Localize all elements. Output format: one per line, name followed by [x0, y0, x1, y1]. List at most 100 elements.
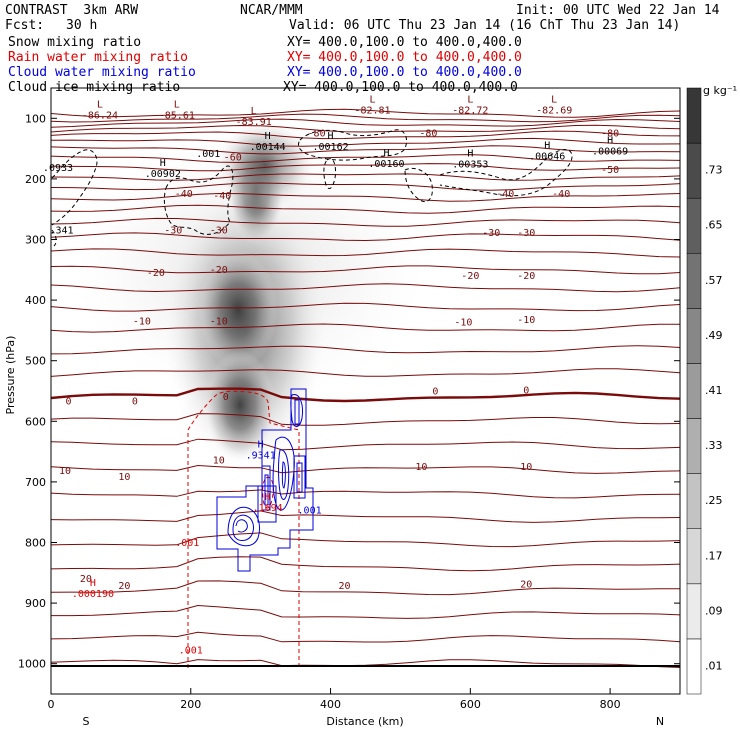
colorbar-swatch — [686, 87, 702, 144]
isotherm-line — [51, 137, 680, 147]
isotherm-label: 10 — [118, 472, 130, 483]
colorbar-swatch — [686, 638, 702, 695]
high-label: .9341 — [246, 450, 276, 461]
colorbar-swatch — [686, 197, 702, 254]
axes: 0 200 400 600 800100200300400500600700800900… — [18, 112, 680, 711]
y-tick-label: 600 — [25, 415, 46, 428]
isotherm-label: 0 — [223, 392, 229, 403]
fcst-label: Fcst: — [5, 18, 45, 33]
high-label: .1694 — [253, 503, 283, 514]
y-axis-title: Pressure (hPa) — [4, 336, 17, 415]
isotherm-label: -50 — [601, 165, 619, 176]
y-tick-label: 500 — [25, 355, 46, 368]
colorbar-label: .33 — [705, 439, 723, 452]
y-tick-label: 900 — [25, 597, 46, 610]
isotherm-label: -80 — [308, 128, 326, 139]
low-label: -85.61 — [159, 110, 195, 121]
x-tick-label: 0 — [48, 698, 55, 711]
valid-time: Valid: 06 UTC Thu 23 Jan 14 (16 ChT Thu … — [289, 18, 681, 33]
high-label-marker: H — [328, 131, 334, 142]
high-label: .000190 — [72, 589, 114, 600]
high-label: .00162 — [312, 142, 348, 153]
isotherm-label: -20 — [147, 268, 165, 279]
isotherm-label: -40 — [213, 191, 231, 202]
colorbar-label: .17 — [705, 549, 723, 562]
isotherm-label: -10 — [517, 315, 535, 326]
isotherm-line — [51, 217, 680, 227]
isotherm-line — [51, 118, 680, 128]
isotherm-line — [51, 580, 680, 596]
low-label-marker: L — [251, 106, 257, 117]
isotherm-lines — [51, 108, 680, 668]
y-tick-label: 100 — [25, 112, 46, 125]
high-label-marker: H — [383, 148, 389, 159]
y-tick-label: 200 — [25, 173, 46, 186]
low-label-marker: L — [369, 94, 375, 105]
isotherm-label: -30 — [482, 228, 500, 239]
x-tick-label: 800 — [600, 698, 621, 711]
isotherm-line — [51, 631, 680, 643]
high-label: .00902 — [145, 169, 181, 180]
high-label-marker: H — [467, 148, 473, 159]
isotherm-line — [51, 124, 680, 133]
model-title: CONTRAST 3km ARW — [5, 3, 139, 18]
isotherm-label: 0 — [432, 387, 438, 398]
isotherm-label: 0 — [132, 396, 138, 407]
colorbar-swatch — [686, 363, 702, 419]
contour-value-label: .0933 — [43, 163, 73, 174]
low-label: -83.91 — [236, 117, 272, 128]
isotherm-line — [51, 387, 680, 403]
isotherm-label: -20 — [210, 265, 228, 276]
low-label: -82.69 — [536, 105, 572, 116]
low-label-marker: L — [467, 94, 473, 105]
low-label: -82.81 — [354, 105, 390, 116]
center-name: NCAR/MMM — [240, 3, 303, 18]
x-tick-label: 400 — [320, 698, 341, 711]
isotherm-label: 10 — [59, 466, 71, 477]
isotherm-line — [51, 265, 680, 275]
colorbar-units: g kg⁻¹ — [703, 84, 737, 97]
low-label-marker: L — [174, 99, 180, 110]
cloud-water-contours — [216, 388, 314, 572]
isotherm-line — [51, 532, 680, 548]
low-label-marker: L — [551, 94, 557, 105]
colorbar-label: .73 — [705, 164, 723, 177]
field-xy-cloud-water: XY= 400.0,100.0 to 400.0,400.0 — [287, 65, 522, 80]
colorbar-label: .25 — [705, 494, 723, 507]
colorbar-label: .57 — [705, 274, 723, 287]
isotherm-label: -80 — [601, 128, 619, 139]
high-label: .00646 — [529, 152, 565, 163]
isotherm-label: -20 — [461, 271, 479, 282]
isotherm-line — [51, 438, 680, 451]
isotherm-label: -10 — [210, 316, 228, 327]
high-label: .00069 — [592, 147, 628, 158]
isotherm-label: 10 — [213, 456, 225, 467]
isotherm-label: -30 — [164, 225, 182, 236]
colorbar-swatch — [686, 418, 702, 474]
isotherm-label: -20 — [517, 271, 535, 282]
y-tick-label: 800 — [25, 537, 46, 550]
isotherm-label: -30 — [517, 228, 535, 239]
high-label-marker: H — [544, 141, 550, 152]
high-label: .00144 — [250, 142, 286, 153]
isotherm-label: 20 — [118, 581, 130, 592]
isotherm-label: -80 — [419, 128, 437, 139]
isotherm-label: 0 — [523, 385, 529, 396]
isotherm-label: -30 — [210, 225, 228, 236]
isotherm-line — [51, 204, 680, 214]
isotherm-line — [51, 154, 680, 164]
isotherm-line — [51, 368, 680, 377]
isotherm-label: 20 — [80, 574, 92, 585]
isotherm-label: -10 — [454, 318, 472, 329]
north-label: N — [656, 715, 664, 728]
high-label-marker: H — [607, 136, 613, 147]
plot-frame — [50, 87, 681, 695]
isotherm-line — [51, 113, 680, 123]
colorbar-label: .49 — [705, 329, 723, 342]
isotherm-line — [51, 108, 680, 118]
y-tick-label: 700 — [25, 476, 46, 489]
x-tick-label: 200 — [180, 698, 201, 711]
isotherm-line — [51, 464, 680, 474]
contour-value-label: .001 — [179, 645, 203, 656]
isotherm-label: -40 — [552, 189, 570, 200]
